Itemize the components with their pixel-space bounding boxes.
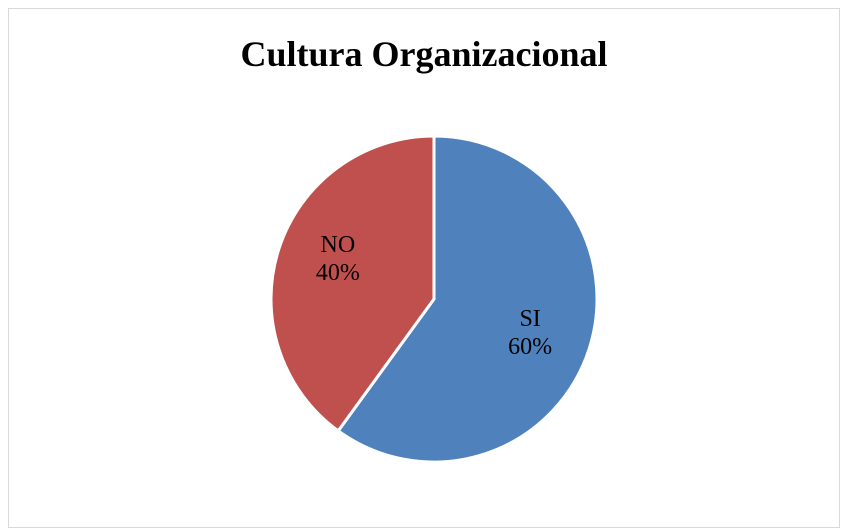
chart-title: Cultura Organizacional xyxy=(240,34,608,74)
pie-slice-no xyxy=(269,134,436,433)
pie-slice-si xyxy=(336,134,599,464)
slice-value-no: 40% xyxy=(316,260,360,286)
slice-label-si: SI xyxy=(519,306,540,332)
pie-slices xyxy=(269,134,599,464)
slice-label-no: NO xyxy=(321,232,356,258)
slice-value-si: 60% xyxy=(508,334,552,360)
